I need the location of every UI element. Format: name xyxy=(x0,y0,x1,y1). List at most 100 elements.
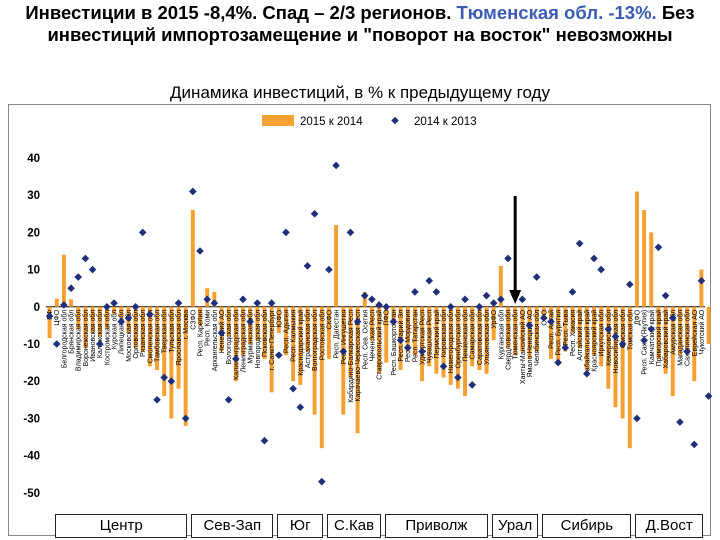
marker-2014 xyxy=(375,301,383,309)
category-label: СЗФО xyxy=(190,309,197,329)
category-label: Респ. Башкортостан xyxy=(391,310,398,376)
category-label: Красноярский край xyxy=(590,310,598,372)
bar-2015 xyxy=(606,306,611,389)
y-tick-label: -30 xyxy=(23,413,40,425)
marker-2014 xyxy=(353,317,362,326)
category-label: Псковская обл xyxy=(261,310,269,357)
category-label: Тамбовская обл xyxy=(154,310,162,362)
bar-2015 xyxy=(348,306,353,378)
category-label: Ленинградская обл xyxy=(239,310,247,373)
category-label: Воронежская обл xyxy=(82,310,90,367)
marker-2014 xyxy=(583,369,591,378)
marker-2014 xyxy=(217,329,226,337)
marker-2014 xyxy=(668,314,677,322)
bar-2015 xyxy=(427,306,432,367)
bar-2015 xyxy=(176,306,181,389)
marker-2014 xyxy=(368,295,376,304)
category-label: Респ. Сев. Осетия xyxy=(362,310,369,370)
marker-2014 xyxy=(704,392,713,400)
marker-2014 xyxy=(138,228,147,237)
bar-2015 xyxy=(692,306,697,382)
marker-2014 xyxy=(625,280,634,289)
slide-title: Инвестиции в 2015 -8,4%. Спад – 2/3 реги… xyxy=(6,2,714,46)
category-label: Респ. Бурятия xyxy=(556,310,563,356)
marker-2014 xyxy=(454,373,462,382)
category-label: Курская обл xyxy=(111,310,119,349)
marker-2014 xyxy=(60,301,68,309)
category-label: Омская обл xyxy=(619,310,627,348)
bar-2015 xyxy=(448,306,453,385)
bar-2015 xyxy=(412,306,417,356)
bar-2015 xyxy=(226,306,231,337)
marker-2014 xyxy=(339,347,348,356)
marker-2014 xyxy=(289,384,297,393)
category-label: Мурманская обл xyxy=(247,310,255,364)
marker-2014 xyxy=(432,288,441,296)
region-label-2: Юг xyxy=(277,514,324,538)
category-label: Московская обл xyxy=(125,310,133,362)
marker-2014 xyxy=(317,477,326,486)
category-label: Белгородская обл xyxy=(60,310,68,368)
marker-2014 xyxy=(360,291,369,300)
bar-2015 xyxy=(470,306,475,367)
bar-2015 xyxy=(269,306,274,393)
category-label: Респ. Алтай xyxy=(547,310,555,349)
title-highlight-value: -13%. xyxy=(608,2,657,23)
bar-2015 xyxy=(233,306,238,382)
marker-2014 xyxy=(196,247,204,255)
category-label: Архангельская обл xyxy=(211,310,219,371)
marker-2014 xyxy=(661,291,670,300)
category-label: Нижегородская обл xyxy=(447,310,455,374)
legend-swatch-2015 xyxy=(262,115,294,126)
category-label: г. Москва xyxy=(183,310,190,340)
category-label: Еврейская АО xyxy=(691,309,699,356)
bar-2015 xyxy=(699,269,704,307)
marker-2014 xyxy=(525,321,534,330)
category-label: Костромская обл xyxy=(103,310,111,365)
marker-2014 xyxy=(74,273,83,281)
category-label: Респ. Коми xyxy=(205,310,212,346)
bar-2015 xyxy=(319,306,324,449)
bar-2015 xyxy=(140,306,145,352)
marker-2014 xyxy=(597,265,605,274)
bar-2015 xyxy=(291,306,296,382)
category-label: Брянская обл xyxy=(68,310,76,354)
category-label: Новосибирская обл xyxy=(612,310,620,374)
bar-2015 xyxy=(162,306,167,397)
category-label: Самарская обл xyxy=(469,310,477,360)
region-label-5: Урал xyxy=(492,514,539,538)
category-label: Ставропольский край xyxy=(376,310,384,380)
marker-2014 xyxy=(310,210,319,218)
title-text-2: Без инвестиций импортозамещение и "повор… xyxy=(47,2,695,45)
bar-2015 xyxy=(341,306,346,415)
marker-2014 xyxy=(282,228,290,237)
bar-2015 xyxy=(133,306,138,348)
title-highlight-region: Тюменская обл. xyxy=(456,2,604,23)
bar-2015 xyxy=(183,306,188,426)
bar-2015 xyxy=(369,306,374,341)
bar-2015 xyxy=(255,306,260,341)
category-label: Респ. Марий Эл xyxy=(397,310,405,362)
bar-2015 xyxy=(563,306,568,352)
bar-2015 xyxy=(549,306,553,359)
category-label: ЦФО xyxy=(54,309,61,326)
bar-2015 xyxy=(384,306,389,363)
bar-2015 xyxy=(677,306,682,356)
marker-2014 xyxy=(52,340,61,348)
category-label: Удмуртская Респ xyxy=(420,310,427,365)
bar-2015 xyxy=(570,306,575,333)
marker-2014 xyxy=(131,303,140,311)
marker-2014 xyxy=(461,295,469,304)
category-label: Вологодская обл xyxy=(225,310,233,365)
category-label: Калининградская обл xyxy=(232,310,240,380)
legend-label-2014: 2014 к 2013 xyxy=(414,116,477,128)
bar-2015 xyxy=(670,306,675,397)
category-label: Тюменская обл xyxy=(512,310,520,360)
category-label: Пермский край xyxy=(433,310,441,359)
marker-2014 xyxy=(45,312,54,320)
marker-2014 xyxy=(325,265,333,274)
marker-2014 xyxy=(411,288,419,296)
marker-2014 xyxy=(676,418,684,426)
bar-2015 xyxy=(541,306,546,318)
